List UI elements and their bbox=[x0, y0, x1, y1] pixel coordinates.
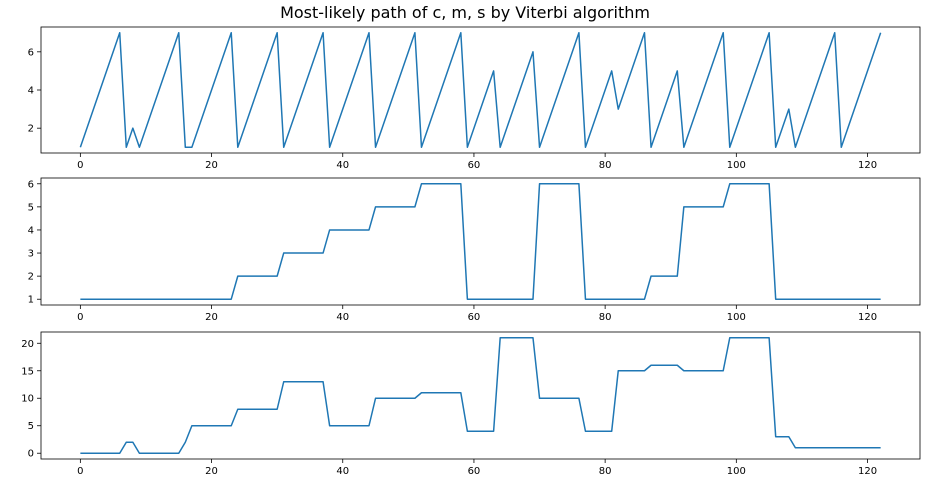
y-tick-label-m: 1 bbox=[28, 295, 34, 306]
x-tick-label-s: 80 bbox=[599, 466, 612, 477]
y-tick-label-m: 5 bbox=[28, 202, 34, 213]
series-line-c bbox=[79, 31, 882, 149]
x-tick-label-c: 0 bbox=[77, 160, 83, 171]
y-tick-label-c: 4 bbox=[28, 86, 34, 97]
y-tick-label-m: 3 bbox=[28, 249, 34, 260]
x-tick-label-s: 0 bbox=[77, 466, 83, 477]
y-tick-label-c: 2 bbox=[28, 124, 34, 135]
x-tick-label-c: 40 bbox=[336, 160, 349, 171]
x-tick-label-m: 100 bbox=[727, 312, 746, 323]
x-tick-label-s: 100 bbox=[727, 466, 746, 477]
axes-frame-s bbox=[40, 331, 921, 460]
axes-frame-c bbox=[40, 26, 921, 154]
y-tick-label-s: 5 bbox=[28, 421, 34, 432]
x-tick-label-m: 0 bbox=[77, 312, 83, 323]
figure-title: Most-likely path of c, m, s by Viterbi a… bbox=[280, 3, 650, 22]
x-tick-label-c: 100 bbox=[727, 160, 746, 171]
x-tick-label-s: 40 bbox=[336, 466, 349, 477]
y-tick-label-s: 0 bbox=[28, 449, 34, 460]
x-tick-label-m: 120 bbox=[858, 312, 877, 323]
x-tick-label-s: 20 bbox=[205, 466, 218, 477]
y-tick-label-c: 6 bbox=[28, 47, 34, 58]
series-line-m bbox=[80, 183, 881, 300]
x-tick-label-m: 40 bbox=[336, 312, 349, 323]
x-tick-label-c: 80 bbox=[599, 160, 612, 171]
x-tick-label-c: 120 bbox=[858, 160, 877, 171]
y-tick-label-m: 6 bbox=[28, 179, 34, 190]
y-tick-label-s: 20 bbox=[21, 339, 34, 350]
y-tick-label-s: 10 bbox=[21, 394, 34, 405]
y-tick-label-s: 15 bbox=[21, 366, 34, 377]
x-tick-label-c: 60 bbox=[468, 160, 481, 171]
series-line-s bbox=[80, 337, 881, 454]
x-tick-label-m: 20 bbox=[205, 312, 218, 323]
axes-frame-m bbox=[40, 177, 921, 306]
x-tick-label-m: 60 bbox=[468, 312, 481, 323]
y-tick-label-m: 4 bbox=[28, 225, 34, 236]
x-tick-label-s: 60 bbox=[468, 466, 481, 477]
x-tick-label-c: 20 bbox=[205, 160, 218, 171]
x-tick-label-m: 80 bbox=[599, 312, 612, 323]
y-tick-label-m: 2 bbox=[28, 272, 34, 283]
x-tick-label-s: 120 bbox=[858, 466, 877, 477]
